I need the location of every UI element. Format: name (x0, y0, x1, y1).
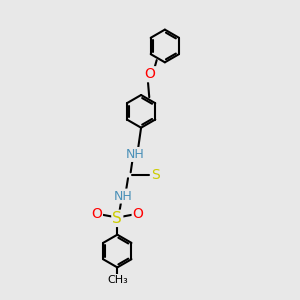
Text: NH: NH (114, 190, 133, 202)
Text: S: S (112, 211, 122, 226)
Text: CH₃: CH₃ (107, 275, 128, 285)
Text: S: S (152, 168, 160, 182)
Text: NH: NH (126, 148, 145, 161)
Text: O: O (91, 207, 102, 221)
Text: O: O (133, 207, 143, 221)
Text: O: O (145, 67, 155, 81)
